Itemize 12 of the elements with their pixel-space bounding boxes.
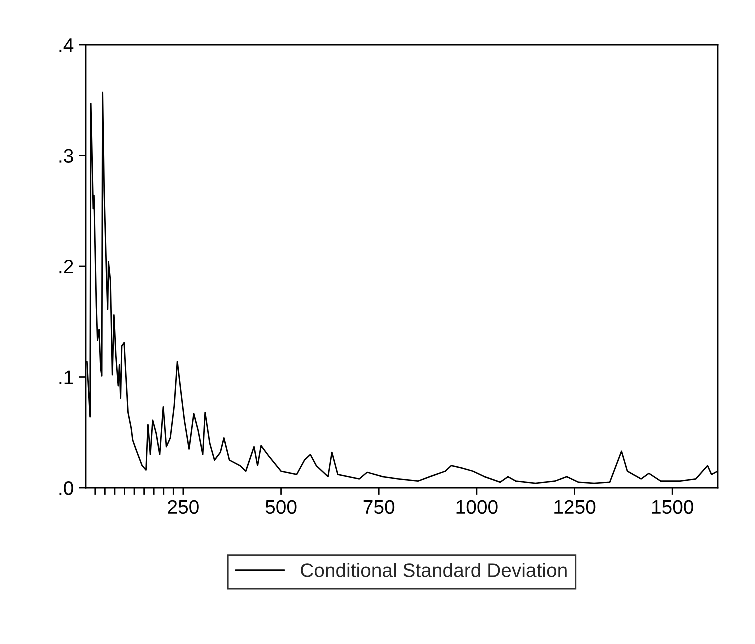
y-tick-label: .2 — [60, 260, 74, 274]
x-tick-label: 250 — [168, 500, 199, 514]
x-tick-label: 1250 — [554, 500, 596, 514]
x-tick-label: 750 — [364, 500, 395, 514]
y-tick-label: .3 — [60, 149, 74, 163]
y-tick-label: .1 — [60, 370, 74, 384]
x-tick-label: 1000 — [456, 500, 498, 514]
x-tick-label: 500 — [266, 500, 297, 514]
y-tick-label: .0 — [60, 481, 74, 496]
legend-label: Conditional Standard Deviation — [301, 563, 567, 578]
x-tick-label: 1500 — [652, 500, 694, 514]
y-tick-label: .4 — [60, 38, 74, 52]
